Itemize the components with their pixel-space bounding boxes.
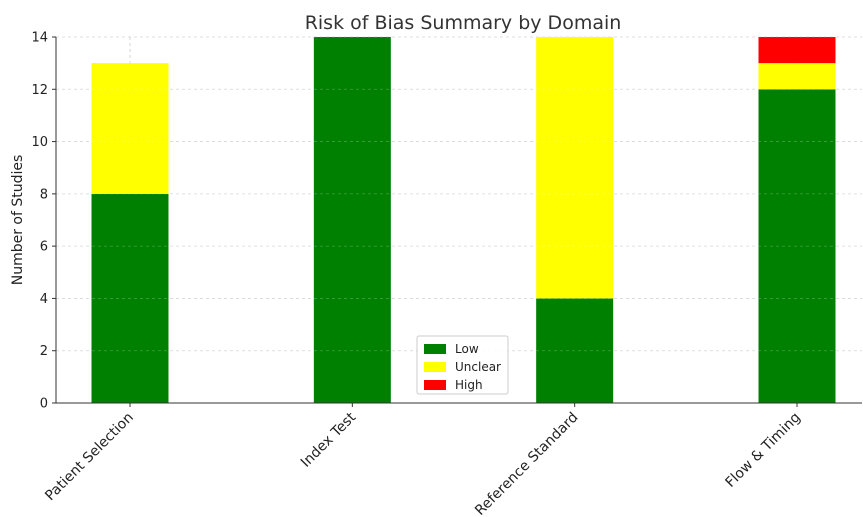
bar-low-3 (536, 298, 614, 403)
bar-low-4 (758, 89, 836, 404)
y-tick-label: 0 (40, 397, 48, 412)
x-tick-label: Reference Standard (472, 410, 581, 517)
legend-swatch-low (424, 344, 446, 354)
legend-swatch-unclear (424, 362, 446, 372)
legend-label-unclear: Unclear (455, 360, 501, 374)
bar-low-1 (91, 193, 169, 403)
axes (52, 36, 862, 407)
chart-title: Risk of Bias Summary by Domain (305, 12, 622, 34)
x-tick-label: Index Test (298, 409, 360, 471)
y-tick-label: 4 (40, 292, 48, 307)
bar-high-4 (758, 37, 836, 64)
legend: Low Unclear High (416, 335, 509, 395)
bar-unclear-1 (91, 63, 169, 194)
legend-label-high: High (455, 378, 483, 392)
bars (56, 36, 862, 404)
y-tick-label: 10 (31, 135, 48, 150)
bar-unclear-3 (536, 37, 614, 299)
y-tick-label: 8 (40, 187, 48, 202)
x-tick-label: Flow & Timing (722, 410, 803, 491)
legend-swatch-high (424, 380, 446, 390)
legend-label-low: Low (455, 342, 479, 356)
y-tick-label: 2 (40, 344, 48, 359)
y-axis-label: Number of Studies (10, 155, 26, 286)
y-tick-label: 6 (40, 240, 48, 255)
y-tick-label: 14 (31, 31, 48, 46)
bar-low-2 (313, 37, 391, 403)
bar-unclear-4 (758, 63, 836, 90)
x-tick-label: Patient Selection (42, 410, 137, 505)
y-tick-label: 12 (31, 83, 48, 98)
